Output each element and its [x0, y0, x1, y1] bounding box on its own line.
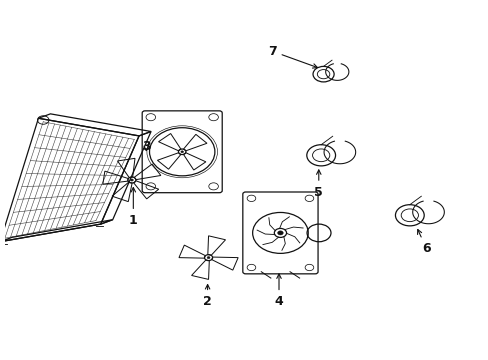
Text: 7: 7 [267, 45, 317, 68]
Circle shape [181, 151, 183, 153]
Text: 3: 3 [142, 140, 150, 153]
Text: 2: 2 [203, 284, 211, 308]
Circle shape [207, 257, 209, 258]
Text: 4: 4 [274, 274, 283, 308]
Circle shape [130, 179, 133, 181]
Text: 6: 6 [417, 230, 430, 255]
Text: 1: 1 [129, 188, 138, 227]
Text: 5: 5 [314, 170, 323, 199]
Circle shape [277, 231, 283, 235]
